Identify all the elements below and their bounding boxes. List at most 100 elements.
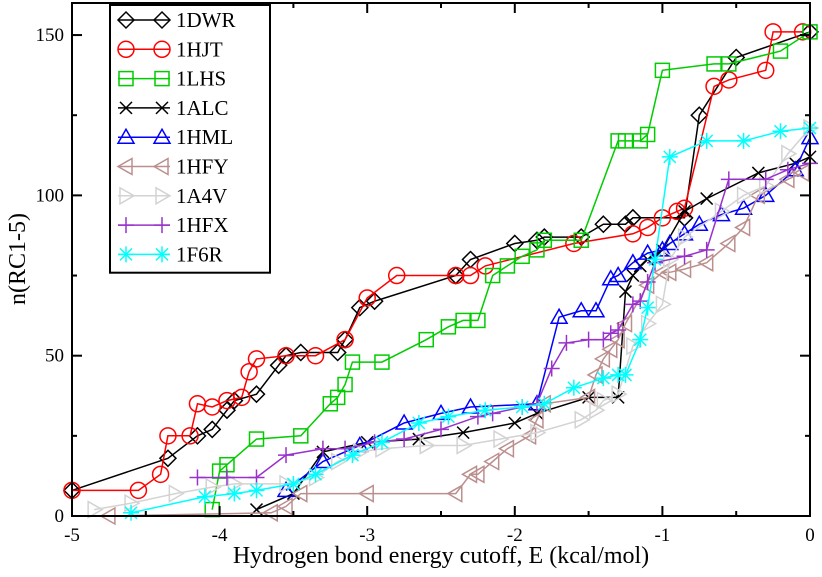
legend-marker [116, 127, 136, 144]
data-point [772, 43, 789, 59]
data-point [571, 301, 591, 318]
y-axis-title: n(RC1-5) [5, 213, 31, 305]
data-point [675, 224, 694, 241]
data-point [778, 170, 795, 189]
legend-marker [153, 40, 171, 59]
data-point [232, 388, 251, 407]
data-point [736, 186, 754, 205]
data-point [307, 466, 324, 483]
data-point [508, 416, 522, 430]
data-point [365, 292, 384, 311]
legend-marker [118, 70, 134, 87]
data-point [350, 298, 369, 317]
data-point [558, 334, 575, 351]
data-point [247, 350, 266, 368]
data-point [483, 452, 500, 471]
data-point [358, 289, 376, 307]
data-point [394, 413, 414, 430]
data-point [596, 391, 613, 410]
data-point [484, 267, 501, 284]
data-point [593, 349, 611, 369]
data-point [278, 447, 295, 464]
data-point [357, 484, 374, 503]
x-tick-label: -5 [64, 525, 80, 546]
data-point [247, 385, 266, 404]
data-point [626, 336, 643, 356]
data-point [527, 231, 547, 250]
data-point [203, 398, 221, 416]
legend-label: 1F6R [176, 242, 223, 266]
data-point [772, 123, 789, 140]
data-point [655, 295, 672, 314]
data-point [181, 427, 199, 445]
x-tick-label: -4 [212, 525, 228, 546]
y-tick-label: 50 [45, 346, 64, 367]
data-point [461, 465, 478, 484]
data-point [611, 384, 628, 404]
legend-marker [116, 157, 133, 176]
data-point [248, 482, 265, 499]
data-point [595, 370, 612, 387]
data-point [639, 299, 656, 316]
data-point [455, 312, 471, 329]
legend: 1DWR 1HJT 1LHS 1ALC 1HML 1HFY 1A4V 1HFX 1F6R [109, 4, 271, 274]
data-point [227, 474, 244, 494]
data-point [720, 71, 738, 89]
data-point [721, 56, 737, 72]
data-point [336, 330, 354, 349]
data-point [714, 202, 731, 221]
data-point [608, 330, 625, 349]
x-tick-label: -1 [654, 525, 670, 546]
data-point [632, 293, 649, 310]
data-point [447, 266, 465, 285]
data-point [623, 253, 643, 270]
legend-marker [152, 157, 169, 176]
series-1F6R [123, 120, 818, 521]
data-point [580, 331, 597, 348]
data-point [639, 273, 656, 290]
data-point [675, 199, 694, 217]
data-point [344, 447, 361, 464]
data-point [602, 325, 619, 342]
data-point [530, 423, 547, 442]
series-layer [62, 22, 820, 526]
data-point [196, 488, 213, 505]
legend-marker [117, 40, 135, 59]
data-point [757, 171, 774, 188]
data-point [240, 362, 258, 381]
data-point [293, 428, 309, 444]
data-point [129, 481, 148, 500]
data-point [499, 258, 516, 274]
data-point [446, 484, 463, 503]
data-point [330, 452, 348, 471]
data-point [87, 500, 104, 519]
data-point [748, 186, 766, 205]
data-point [158, 449, 178, 468]
data-point [456, 436, 473, 455]
legend-marker [154, 70, 170, 87]
data-point [313, 451, 333, 469]
data-point [387, 266, 406, 285]
legend-marker [118, 217, 134, 234]
x-tick-label: -2 [507, 525, 523, 546]
series-1HFX [189, 155, 818, 486]
legend-marker [155, 186, 172, 206]
data-point [698, 241, 715, 258]
data-point [276, 480, 296, 498]
data-point [124, 493, 141, 513]
data-point [626, 269, 640, 283]
data-point [617, 133, 634, 149]
series-1HJT [63, 23, 812, 500]
data-point [751, 166, 765, 180]
data-point [690, 106, 709, 125]
data-point [493, 429, 510, 449]
data-point [344, 354, 361, 370]
data-point [353, 442, 370, 462]
data-point [418, 331, 434, 348]
data-point [218, 469, 235, 486]
data-point [735, 132, 752, 149]
data-point [647, 251, 664, 268]
series-1LHS [204, 24, 818, 518]
legend-item: 1HML [116, 125, 233, 149]
data-point [123, 504, 140, 521]
